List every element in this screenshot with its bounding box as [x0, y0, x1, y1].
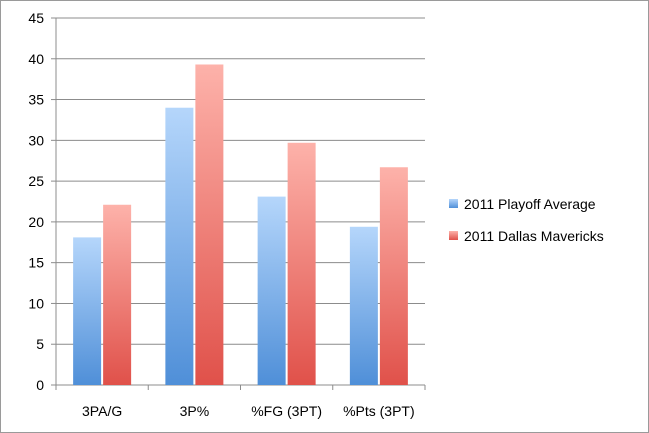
x-tick-label: %Pts (3PT)	[343, 403, 415, 419]
bar-dallas-mavericks	[379, 167, 408, 385]
x-tick-label: 3PA/G	[82, 403, 122, 419]
x-tick-label: 3P%	[180, 403, 210, 419]
y-tick-label: 15	[28, 255, 44, 271]
y-tick-label: 20	[28, 214, 44, 230]
legend-label: 2011 Dallas Mavericks	[464, 228, 604, 244]
bar-playoff-average	[257, 196, 286, 385]
legend-swatch	[449, 231, 458, 240]
bars	[73, 64, 408, 385]
bar-dallas-mavericks	[195, 64, 224, 385]
legend-label: 2011 Playoff Average	[464, 196, 596, 212]
legend: 2011 Playoff Average 2011 Dallas Maverick…	[449, 196, 604, 244]
y-tick-label: 10	[28, 295, 44, 311]
bar-playoff-average	[349, 226, 378, 385]
bar-playoff-average	[165, 107, 194, 385]
legend-swatch	[449, 199, 458, 208]
x-tick-label: %FG (3PT)	[251, 403, 322, 419]
y-tick-label: 0	[36, 377, 44, 393]
y-tick-label: 5	[36, 336, 44, 352]
y-tick-label: 40	[28, 51, 44, 67]
bar-dallas-mavericks	[103, 204, 132, 385]
bar-dallas-mavericks	[287, 142, 316, 385]
y-tick-label: 35	[28, 92, 44, 108]
bar-playoff-average	[73, 237, 102, 385]
y-tick-label: 30	[28, 132, 44, 148]
y-tick-label: 25	[28, 173, 44, 189]
y-tick-label: 45	[28, 10, 44, 26]
axes: 0 5 10 15 20 25 30 35 40 45 3PA/G 3P% %FG (3PT) %Pts …	[28, 10, 426, 419]
